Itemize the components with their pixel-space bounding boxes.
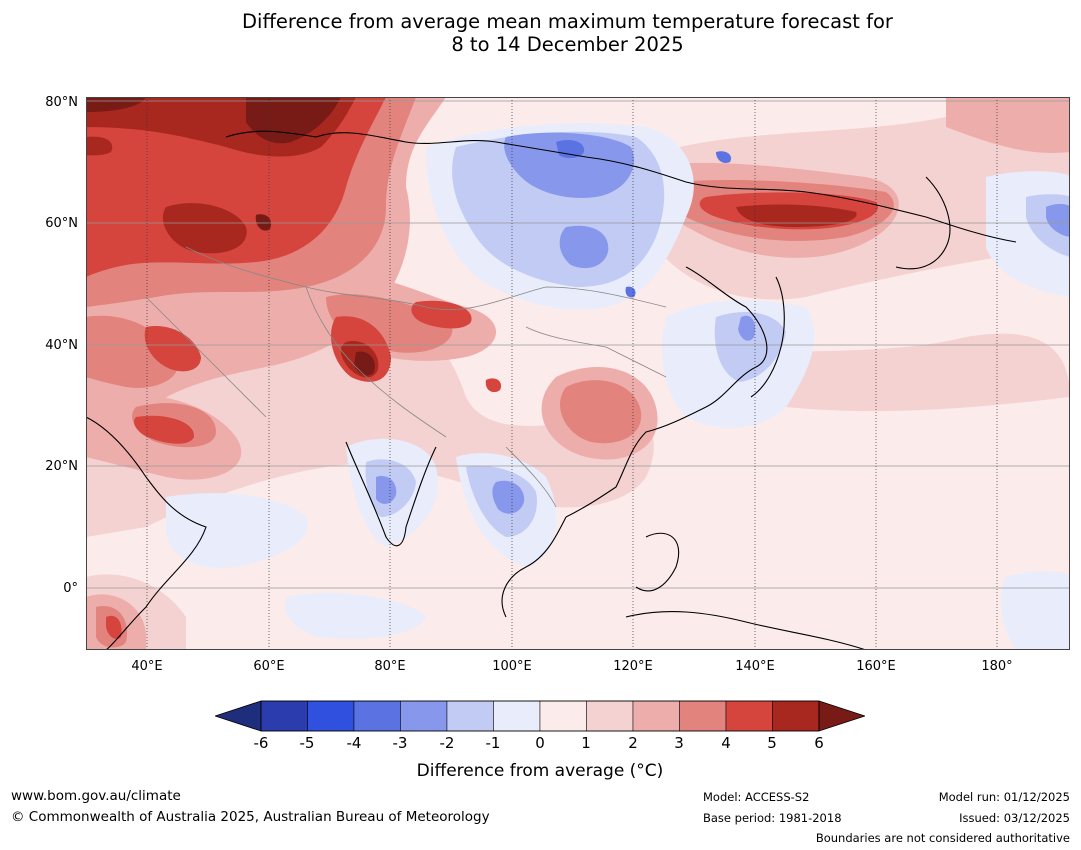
colorbar-segment — [539, 700, 587, 732]
colorbar-tick: 4 — [721, 734, 731, 752]
colorbar-label: Difference from average (°C) — [416, 761, 664, 781]
colorbar-tick: -5 — [299, 734, 315, 752]
arabia-africa-coast — [86, 416, 207, 650]
map-title: Difference from average mean maximum tem… — [0, 10, 1081, 56]
anomaly-minus2-areas — [376, 132, 1070, 514]
lon-label-40e: 40°E — [131, 659, 163, 674]
kamchatka-coast — [895, 176, 951, 270]
map-title-line2: 8 to 14 December 2025 — [451, 33, 684, 56]
lat-label-80n: 80°N — [45, 95, 78, 110]
colorbar-tick: -1 — [485, 734, 501, 752]
colorbar-segment — [632, 700, 680, 732]
colorbar-tick: 2 — [628, 734, 638, 752]
model-run-text: Model run: 01/12/2025 — [938, 790, 1070, 804]
copyright-text: © Commonwealth of Australia 2025, Austra… — [11, 809, 490, 825]
middle-east-border — [145, 296, 267, 418]
colorbar-tick: 3 — [674, 734, 684, 752]
grid-lines — [86, 100, 1070, 589]
colorbar-segment — [772, 700, 820, 732]
forecast-map — [86, 97, 1070, 650]
lon-label-160e: 160°E — [856, 659, 896, 674]
colorbar-tick: -3 — [392, 734, 408, 752]
colorbar-high-extend — [818, 700, 865, 732]
lon-label-80e: 80°E — [374, 659, 406, 674]
indonesia-coast — [625, 611, 867, 650]
colorbar-tick: 6 — [814, 734, 824, 752]
colorbar — [215, 700, 865, 732]
lat-label-0: 0° — [63, 581, 78, 596]
colorbar-segment — [307, 700, 355, 732]
colorbar-segment — [725, 700, 773, 732]
colorbar-tick: 1 — [581, 734, 591, 752]
base-period-text: Base period: 1981-2018 — [703, 811, 842, 825]
arctic-coast — [225, 130, 1017, 243]
russia-southern-border — [185, 246, 667, 311]
lon-label-140e: 140°E — [735, 659, 775, 674]
colorbar-segment — [679, 700, 727, 732]
meridian-lines — [146, 97, 998, 650]
japan-coast — [750, 276, 785, 398]
india-coast — [345, 441, 437, 547]
colorbar-tick: -4 — [346, 734, 362, 752]
indochina-border — [505, 446, 557, 508]
colorbar-tick: -6 — [253, 734, 269, 752]
colorbar-segment — [446, 700, 494, 732]
lon-label-100e: 100°E — [492, 659, 532, 674]
map-title-line1: Difference from average mean maximum tem… — [242, 10, 893, 33]
coastlines — [86, 130, 1017, 650]
lon-label-120e: 120°E — [613, 659, 653, 674]
issued-text: Issued: 03/12/2025 — [959, 811, 1070, 825]
colorbar-segment — [353, 700, 401, 732]
website-text: www.bom.gov.au/climate — [11, 788, 181, 804]
colorbar-segments — [260, 700, 820, 732]
colorbar-tick: 5 — [767, 734, 777, 752]
philippines-coast — [635, 532, 680, 592]
colorbar-segment — [260, 700, 308, 732]
southeast-asia-coast — [501, 516, 567, 618]
colorbar-segment — [400, 700, 448, 732]
map-frame — [86, 97, 1070, 650]
disclaimer-text: Boundaries are not considered authoritat… — [815, 831, 1070, 845]
colorbar-low-extend — [215, 700, 262, 732]
china-mongolia-border — [525, 326, 667, 378]
anomaly-map-svg — [86, 97, 1070, 650]
lat-label-20n: 20°N — [45, 459, 78, 474]
lon-label-180: 180° — [981, 659, 1013, 674]
colorbar-tick: 0 — [535, 734, 545, 752]
model-text: Model: ACCESS-S2 — [703, 790, 810, 804]
east-asia-coast — [565, 266, 768, 518]
colorbar-frame — [260, 700, 820, 732]
colorbar-tick: -2 — [439, 734, 455, 752]
country-boundaries — [145, 246, 667, 508]
colorbar-segment — [493, 700, 541, 732]
lat-label-40n: 40°N — [45, 338, 78, 353]
lon-label-60e: 60°E — [253, 659, 285, 674]
colorbar-segment — [586, 700, 634, 732]
central-asia-border — [305, 286, 447, 438]
lat-label-60n: 60°N — [45, 216, 78, 231]
